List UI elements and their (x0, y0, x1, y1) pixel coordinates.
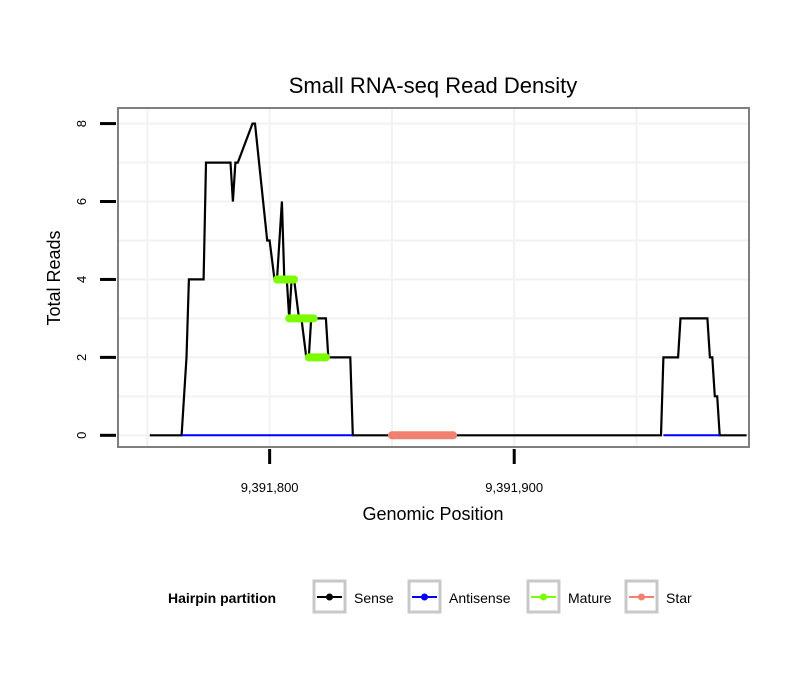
chart-title: Small RNA-seq Read Density (289, 73, 578, 98)
legend-key-dot (326, 593, 333, 601)
x-axis-title: Genomic Position (362, 504, 503, 524)
y-axis-title: Total Reads (44, 230, 64, 325)
y-tick-label: 4 (74, 276, 89, 283)
x-tick-label: 9,391,800 (241, 480, 299, 495)
legend-key-dot (540, 593, 547, 601)
legend-label-star: Star (666, 590, 692, 606)
plot-panel (117, 107, 750, 448)
legend-item-star: Star (624, 579, 692, 614)
series-layer (149, 122, 747, 440)
legend-key-dot (638, 593, 645, 601)
legend: Hairpin partition Sense Antisense Mature St… (168, 579, 692, 614)
y-tick-label: 6 (74, 198, 89, 205)
y-tick-label: 8 (74, 120, 89, 127)
legend-label-mature: Mature (568, 590, 612, 606)
x-axis: 9,391,800 9,391,900 (241, 449, 543, 495)
legend-key-dot (421, 593, 428, 601)
legend-item-sense: Sense (312, 579, 394, 614)
x-tick-label: 9,391,900 (485, 480, 543, 495)
y-tick-label: 0 (74, 432, 89, 439)
legend-item-antisense: Antisense (407, 579, 511, 614)
legend-item-mature: Mature (526, 579, 612, 614)
legend-label-sense: Sense (354, 590, 394, 606)
legend-title: Hairpin partition (168, 590, 276, 606)
y-axis: 0 2 4 6 8 (74, 120, 116, 439)
y-tick-label: 2 (74, 354, 89, 361)
legend-label-antisense: Antisense (449, 590, 511, 606)
